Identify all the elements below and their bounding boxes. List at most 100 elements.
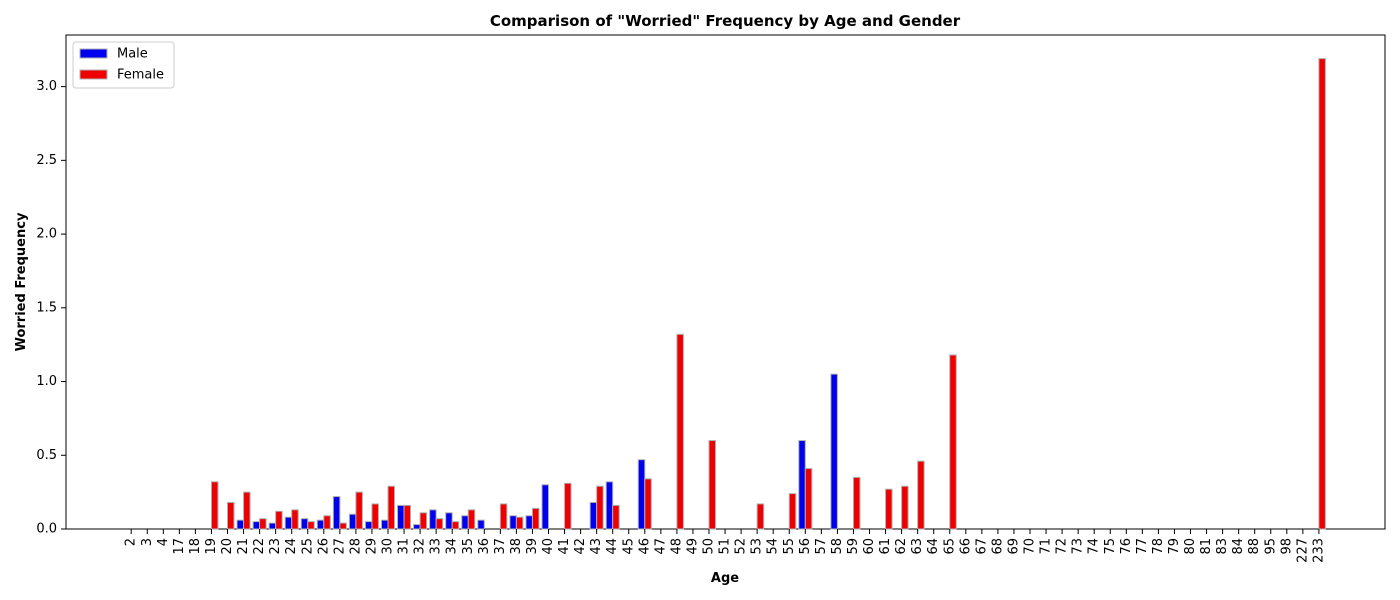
male-bar-36 [477,519,485,530]
female-bar-23 [275,510,283,530]
male-bar-46 [637,459,646,530]
x-tick-label-65: 65 [942,538,957,555]
female-bar-55 [788,493,797,530]
y-tick-label-4: 2.0 [36,227,57,242]
x-tick-label-62: 62 [894,538,909,555]
y-tick-label-5: 2.5 [36,153,57,168]
x-tick-label-54: 54 [766,538,781,555]
x-tick-label-88: 88 [1247,538,1262,555]
female-bar-41 [564,482,572,530]
female-bar-32 [419,512,428,530]
y-tick-label-3: 1.5 [36,300,57,315]
male-bar-31 [397,504,405,530]
female-bar-25 [307,521,315,530]
x-tick-label-69: 69 [1006,538,1021,555]
male-bar-35 [461,515,469,530]
x-tick-label-68: 68 [990,538,1005,555]
male-bar-27 [332,496,341,530]
x-tick-label-50: 50 [702,538,717,555]
x-tick-label-27: 27 [332,538,347,555]
female-bar-53 [756,503,765,530]
x-tick-label-26: 26 [316,538,331,555]
plot-frame [65,34,1386,530]
female-bar-30 [387,485,395,530]
x-tick-label-57: 57 [814,538,829,555]
x-tick-label-33: 33 [429,538,444,555]
plot-area [65,34,1386,530]
female-bar-233 [1318,58,1326,530]
male-bar-22 [252,521,261,530]
male-bar-21 [236,519,245,530]
female-bar-28 [355,491,363,530]
x-tick-label-45: 45 [621,538,636,555]
male-bar-34 [445,512,453,530]
x-tick-label-70: 70 [1023,538,1038,555]
male-legend-swatch [79,48,108,59]
bars-group [210,58,1326,530]
x-tick-label-2: 2 [124,538,139,546]
x-tick-label-22: 22 [252,538,267,555]
x-tick-label-29: 29 [364,538,379,555]
male-bar-39 [525,515,533,530]
x-tick-label-42: 42 [573,538,588,555]
y-axis-title: Worried Frequency [14,212,29,351]
x-tick-label-95: 95 [1263,538,1278,555]
x-tick-label-64: 64 [926,538,941,555]
x-tick-label-21: 21 [236,538,251,555]
x-tick-label-34: 34 [445,538,460,555]
female-bar-37 [499,503,508,530]
female-bar-44 [612,504,620,530]
x-tick-label-52: 52 [734,538,749,555]
male-bar-23 [268,522,277,530]
y-axis: 0.0 0.5 1.0 1.5 2.0 2.5 3.0 [36,79,66,537]
female-bar-33 [435,518,444,530]
x-tick-label-77: 77 [1135,538,1150,555]
female-bar-48 [676,333,684,530]
x-axis-title: Age [711,571,739,586]
female-legend-label: Female [117,68,164,83]
male-legend-label: Male [117,47,148,62]
x-tick-label-78: 78 [1151,538,1166,555]
female-bar-31 [403,504,412,530]
x-tick-label-98: 98 [1279,538,1294,555]
x-tick-label-38: 38 [509,538,524,555]
male-bar-58 [830,373,838,530]
x-tick-label-66: 66 [958,538,973,555]
male-bar-29 [364,521,373,530]
x-tick-label-31: 31 [397,538,412,555]
y-tick-label-6: 3.0 [36,79,57,94]
x-tick-label-84: 84 [1231,538,1246,555]
female-bar-19 [210,481,219,530]
x-tick-label-56: 56 [798,538,813,555]
male-bar-56 [798,440,806,530]
x-tick-label-83: 83 [1215,538,1230,555]
x-tick-label-44: 44 [605,538,620,555]
male-bar-24 [284,516,293,530]
y-tick-label-1: 0.5 [36,448,57,463]
female-bar-22 [259,518,267,530]
x-tick-label-37: 37 [493,538,508,555]
x-tick-label-73: 73 [1071,538,1086,555]
female-bar-29 [371,503,379,530]
male-bar-25 [300,518,309,530]
x-tick-label-76: 76 [1119,538,1134,555]
x-tick-label-3: 3 [140,538,155,546]
female-bar-61 [885,488,893,530]
female-bar-27 [339,522,347,530]
x-tick-label-41: 41 [557,538,572,555]
male-bar-44 [605,481,614,530]
x-tick-label-49: 49 [685,538,700,555]
female-bar-59 [852,476,861,530]
x-tick-label-81: 81 [1199,538,1214,555]
x-tick-label-40: 40 [541,538,556,555]
x-tick-label-19: 19 [204,538,219,555]
x-axis: 2 3 4 17 18 19 20 21 22 23 24 25 26 27 28 29 30 31 32 33 34 3… [124,529,1326,563]
legend: Male Female [72,41,175,89]
x-tick-label-74: 74 [1087,538,1102,555]
y-tick-label-2: 1.0 [36,374,57,389]
x-tick-label-39: 39 [525,538,540,555]
female-bar-24 [291,509,299,530]
x-tick-label-55: 55 [782,538,797,555]
